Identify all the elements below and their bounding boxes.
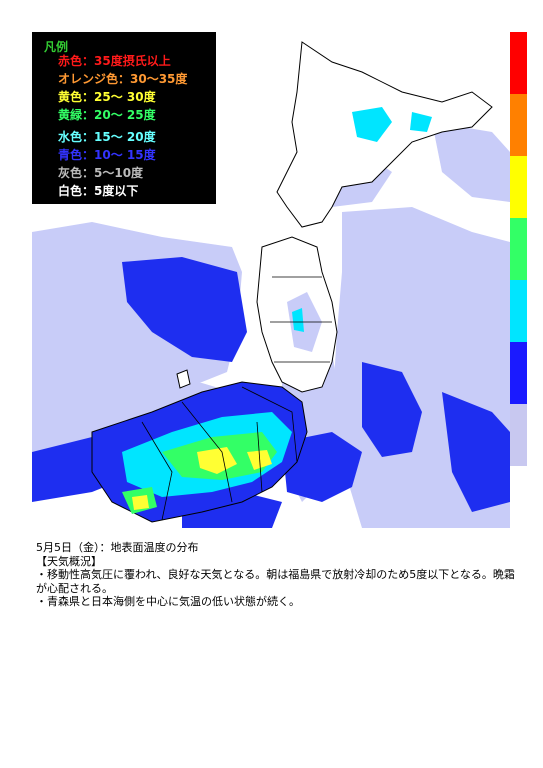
temperature-map [32,32,510,528]
color-scale-segment [510,156,527,218]
legend-item: 黄色：25～ 30度 [58,90,156,104]
legend-item: 黄緑：20～ 25度 [58,108,156,122]
legend-item: 赤色：35度摂氏以上 [58,54,171,68]
legend-item: オレンジ色：30～35度 [58,72,188,86]
caption-line-2: ・青森県と日本海側を中心に気温の低い状態が続く。 [36,595,300,608]
color-scale-segment [510,404,527,466]
legend: 凡例 赤色：35度摂氏以上オレンジ色：30～35度 黄色：25～ 30度 黄緑：20… [32,32,216,204]
color-scale-segment [510,218,527,280]
legend-item: 灰色：5～10度 [58,166,144,180]
hokkaido [276,41,493,228]
caption: 5月5日（金）：地表面温度の分布 【天気概況】 ・移動性高気圧に覆われ、良好な天… [36,541,516,609]
warm-zone [132,447,272,510]
prefecture-borders [141,276,332,521]
legend-title: 凡例 [44,40,69,54]
color-scale [510,32,527,466]
color-scale-segment [510,342,527,404]
caption-title: 5月5日（金）：地表面温度の分布 [36,541,199,554]
color-scale-segment [510,280,527,342]
caption-line-1: ・移動性高気圧に覆われ、良好な天気となる。朝は福島県で放射冷却のため5度以下とな… [36,568,515,595]
legend-item: 白色：5度以下 [58,184,139,198]
sado-island [176,369,191,389]
caption-section: 【天気概況】 [36,554,102,568]
map-canvas [32,32,510,528]
color-scale-segment [510,32,527,94]
color-scale-segment [510,94,527,156]
legend-item: 水色：15～ 20度 [58,130,156,144]
legend-item: 青色：10～ 15度 [58,148,156,162]
hokkaido-cool-patches [352,107,432,142]
